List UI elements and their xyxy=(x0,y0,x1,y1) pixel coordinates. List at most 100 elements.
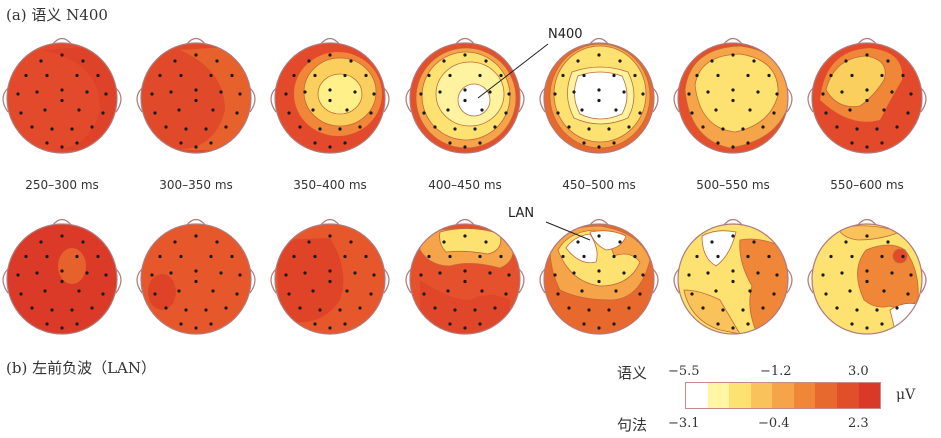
color-scale-swatch xyxy=(707,383,730,408)
electrode-dot xyxy=(582,322,586,326)
electrode-dot xyxy=(499,73,503,78)
electrode-dot xyxy=(60,279,64,284)
electrode-dot xyxy=(633,254,637,259)
electrode-dot xyxy=(353,271,357,275)
electrode-dot xyxy=(448,73,452,78)
head-ear-left xyxy=(136,87,143,113)
electrode-dot xyxy=(835,125,839,129)
electrode-dot xyxy=(158,254,162,259)
electrode-dot xyxy=(556,111,560,115)
electrode-dot xyxy=(607,127,611,131)
electrode-dot xyxy=(184,308,188,312)
electrode-dot xyxy=(618,59,622,63)
head-ear-right xyxy=(115,268,122,294)
head-map-a6 xyxy=(673,37,793,154)
head-ear-right xyxy=(652,87,659,113)
electrode-dot xyxy=(612,322,616,326)
electrode-dot xyxy=(484,240,488,244)
electrode-dot xyxy=(493,125,497,129)
electrode-dot xyxy=(284,273,288,277)
electrode-dot xyxy=(194,269,198,273)
head-map-b4 xyxy=(405,218,525,335)
electrode-dot xyxy=(60,53,64,57)
electrode-dot xyxy=(714,108,718,112)
head-ear-right xyxy=(518,268,525,294)
head-ear-left xyxy=(539,87,546,113)
electrode-dot xyxy=(442,240,446,244)
electrode-dot xyxy=(369,111,373,115)
electrode-dot xyxy=(433,306,437,310)
electrode-dot xyxy=(177,289,181,293)
head-ear-right xyxy=(920,268,927,294)
head-ear-left xyxy=(673,87,680,113)
electrode-dot xyxy=(19,292,23,296)
electrode-dot xyxy=(746,73,750,78)
electrode-dot xyxy=(906,292,910,296)
electrode-dot xyxy=(767,73,771,78)
electrode-dot xyxy=(292,254,296,259)
electrode-dot xyxy=(173,59,177,63)
electrode-dot xyxy=(576,59,580,63)
electrode-dot xyxy=(177,108,181,112)
head-map-b2 xyxy=(136,218,256,335)
electrode-dot xyxy=(372,273,376,277)
electrode-dot xyxy=(775,273,779,277)
electrode-dot xyxy=(179,322,183,326)
electrode-dot xyxy=(311,108,315,112)
electrode-dot xyxy=(50,127,54,131)
electrode-dot xyxy=(556,292,560,296)
electrode-dot xyxy=(478,73,482,78)
electrode-dot xyxy=(211,108,215,112)
time-window-label: 250–300 ms xyxy=(25,178,99,192)
electrode-dot xyxy=(24,254,28,259)
color-scale-swatch xyxy=(729,383,751,408)
electrode-dot xyxy=(488,271,492,275)
electrode-dot xyxy=(427,254,431,259)
electrode-dot xyxy=(96,254,100,259)
electrode-dot xyxy=(875,308,879,312)
electrode-dot xyxy=(219,271,223,275)
electrode-dot xyxy=(561,254,565,259)
head-ear-left xyxy=(807,87,814,113)
electrode-dot xyxy=(716,141,720,145)
electrode-dot xyxy=(597,326,601,330)
electrode-dot xyxy=(890,90,894,94)
electrode-dot xyxy=(731,269,735,273)
color-scale-swatch xyxy=(858,383,881,408)
electrode-dot xyxy=(328,53,332,57)
electrode-dot xyxy=(695,73,699,78)
electrode-dot xyxy=(45,141,49,145)
color-scale-swatch xyxy=(750,383,773,408)
electrode-dot xyxy=(756,271,760,275)
electrode-dot xyxy=(478,141,482,145)
electrode-dot xyxy=(612,73,616,78)
electrode-dot xyxy=(313,141,317,145)
electrode-dot xyxy=(446,289,450,293)
electrode-dot xyxy=(504,292,508,296)
color-scale-bar xyxy=(685,382,881,409)
electrode-dot xyxy=(30,125,34,129)
electrode-dot xyxy=(597,269,601,273)
head-ear-right xyxy=(786,87,793,113)
electrode-dot xyxy=(211,289,215,293)
electrode-dot xyxy=(835,306,839,310)
electrode-dot xyxy=(19,111,23,115)
electrode-dot xyxy=(204,127,208,131)
electrode-dot xyxy=(438,271,442,275)
electrode-dot xyxy=(880,73,884,78)
electrode-dot xyxy=(438,90,442,94)
electrode-dot xyxy=(358,125,362,129)
electrode-dot xyxy=(287,111,291,115)
electrode-dot xyxy=(364,254,368,259)
electrode-dot xyxy=(230,254,234,259)
electrode-dot xyxy=(328,145,332,149)
electrode-dot xyxy=(710,240,714,244)
electrode-dot xyxy=(194,98,198,103)
electrode-dot xyxy=(219,90,223,94)
electrode-dot xyxy=(748,289,752,293)
electrode-dot xyxy=(701,306,705,310)
electrode-dot xyxy=(298,125,302,129)
electrode-dot xyxy=(70,127,74,131)
electrode-dot xyxy=(173,240,177,244)
electrode-dot xyxy=(150,92,154,96)
